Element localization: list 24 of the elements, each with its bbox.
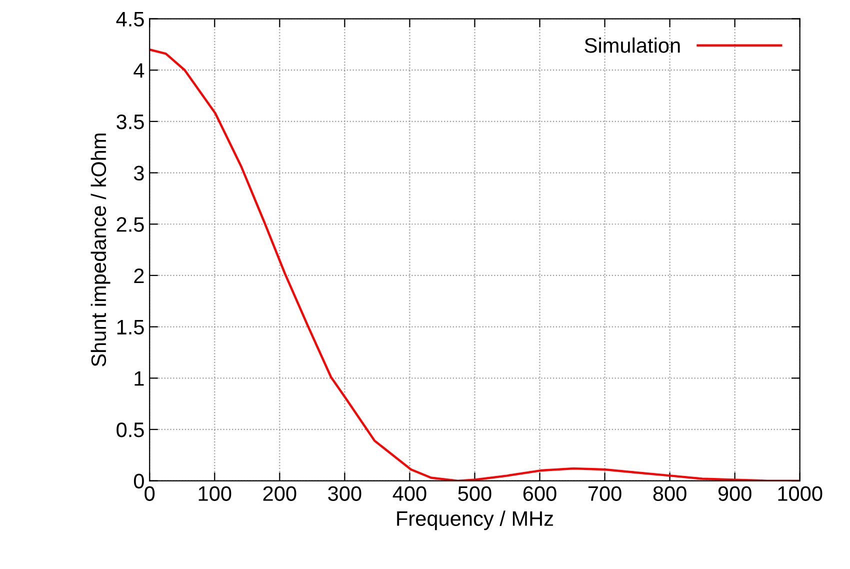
x-tick-label: 1000 [778, 486, 822, 501]
x-tick-label: 800 [653, 486, 686, 501]
y-axis-title: Shunt impedance / kOhm [90, 134, 110, 366]
x-tick-label: 600 [523, 486, 556, 501]
x-axis-title: Frequency / MHz [397, 510, 553, 530]
y-tick-label: 3.5 [116, 114, 144, 130]
x-tick-label: 400 [392, 486, 426, 501]
y-tick-label: 4.5 [116, 12, 144, 27]
y-tick-label: 3 [134, 166, 144, 181]
x-tick-label: 700 [588, 486, 622, 501]
y-tick-label: 2 [134, 268, 144, 284]
x-tick-label: 200 [263, 486, 296, 501]
y-tick-label: 0.5 [116, 422, 144, 438]
y-tick-label: 4 [134, 63, 144, 78]
x-tick-label: 0 [144, 486, 155, 501]
y-tick-label: 2.5 [116, 217, 144, 232]
x-tick-label: 100 [198, 486, 232, 501]
y-tick-label: 0 [134, 474, 144, 489]
x-tick-label: 900 [718, 486, 752, 501]
y-tick-label: 1 [134, 371, 144, 386]
legend-label: Simulation [584, 38, 680, 53]
y-tick-label: 1.5 [117, 320, 144, 335]
x-tick-label: 500 [458, 486, 492, 501]
x-tick-label: 300 [328, 486, 362, 501]
